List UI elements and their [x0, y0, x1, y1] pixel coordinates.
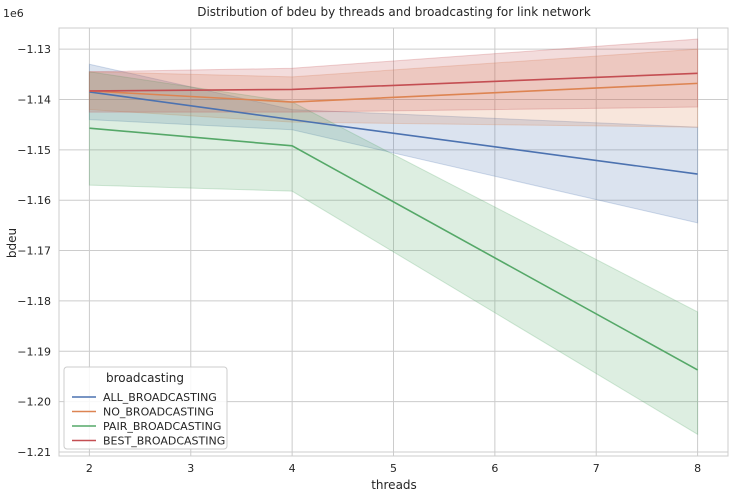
y-tick-label: −1.19	[17, 345, 51, 358]
y-tick-label: −1.13	[17, 43, 51, 56]
band-no-broadcasting	[88, 48, 699, 128]
x-tick-label: 8	[694, 462, 701, 475]
band-all-broadcasting	[88, 63, 699, 224]
y-tick-label: −1.15	[17, 144, 51, 157]
x-tick-label: 7	[593, 462, 600, 475]
y-tick-label: −1.21	[17, 446, 51, 459]
legend-label-best-broadcasting: BEST_BROADCASTING	[103, 435, 225, 448]
line-all-broadcasting	[89, 91, 698, 175]
line-no-broadcasting	[89, 82, 698, 103]
y-tick-label: −1.16	[17, 194, 51, 207]
x-axis-ticks: 2 3 4 5 6 7 8	[86, 462, 701, 475]
grid	[59, 28, 728, 456]
y-tick-label: −1.18	[17, 295, 51, 308]
y-tick-label: −1.20	[17, 396, 51, 409]
y-tick-label: −1.14	[17, 94, 51, 107]
band-best-broadcasting	[88, 38, 699, 113]
legend-label-all-broadcasting: ALL_BROADCASTING	[103, 391, 217, 404]
x-tick-label: 2	[86, 462, 93, 475]
x-tick-label: 3	[187, 462, 194, 475]
legend-title: broadcasting	[106, 371, 184, 385]
y-offset-label: 1e6	[3, 7, 24, 20]
x-tick-label: 5	[390, 462, 397, 475]
legend: broadcasting ALL_BROADCASTING NO_BROADCAS…	[63, 366, 228, 450]
legend-label-pair-broadcasting: PAIR_BROADCASTING	[103, 420, 221, 433]
x-tick-label: 6	[491, 462, 498, 475]
series-lines	[89, 72, 698, 371]
x-axis-label: threads	[371, 478, 417, 492]
y-axis-ticks: −1.21 −1.20 −1.19 −1.18 −1.17 −1.16 −1.15 −1.14…	[17, 43, 51, 459]
line-pair-broadcasting	[89, 127, 698, 371]
confidence-bands	[88, 38, 699, 436]
legend-box	[63, 366, 228, 450]
y-tick-label: −1.17	[17, 245, 51, 258]
x-tick-label: 4	[289, 462, 296, 475]
line-best-broadcasting	[89, 72, 698, 92]
chart-title: Distribution of bdeu by threads and broa…	[197, 5, 591, 19]
legend-label-no-broadcasting: NO_BROADCASTING	[103, 406, 214, 419]
y-axis-label: bdeu	[5, 228, 19, 258]
legend-items: ALL_BROADCASTING NO_BROADCASTINGPAIR_BROA…	[72, 391, 225, 448]
plot-frame	[58, 27, 729, 457]
